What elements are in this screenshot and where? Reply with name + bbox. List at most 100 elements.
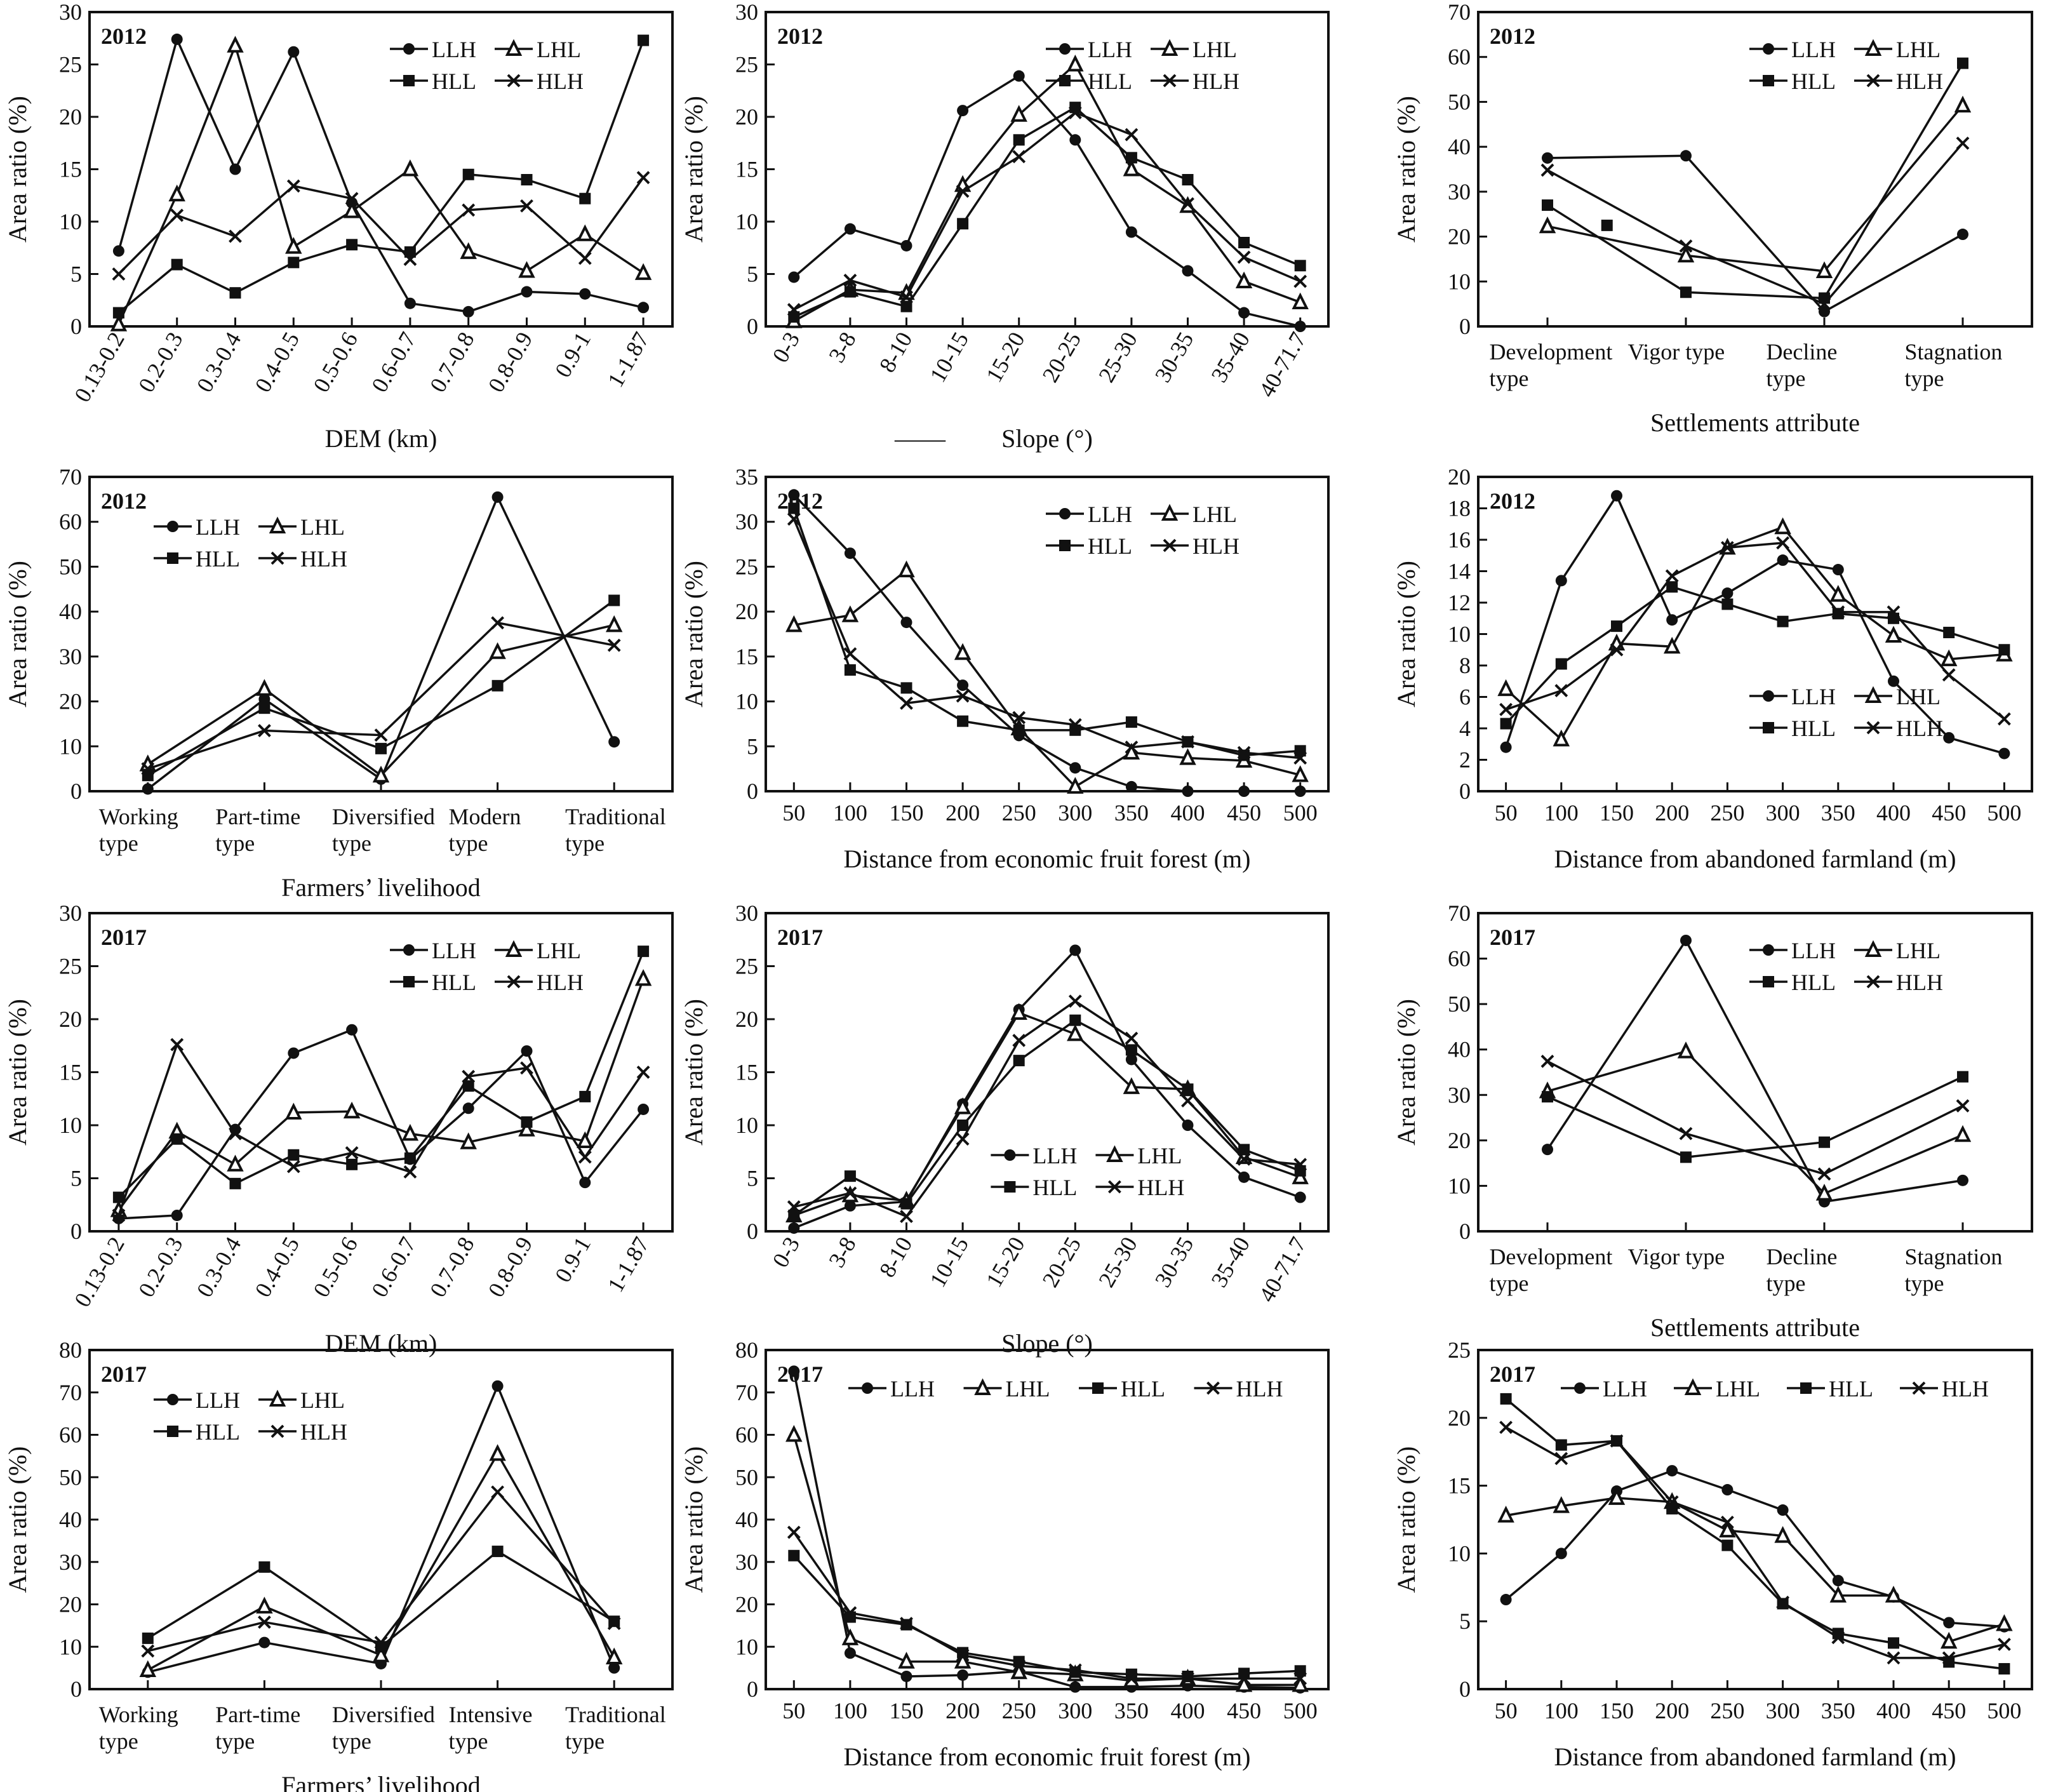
series-hlh (112, 1038, 650, 1222)
marker-circle (1069, 944, 1081, 956)
marker-square (1888, 1637, 1899, 1649)
marker-circle (1542, 1144, 1553, 1156)
y-tick-label: 70 (1448, 0, 1471, 25)
marker-triangle (1292, 292, 1309, 310)
marker-square (142, 1632, 154, 1644)
legend-label: LLH (432, 37, 476, 62)
series-line (793, 1011, 1301, 1217)
marker-triangle (1864, 940, 1882, 957)
marker-cross (1206, 1381, 1220, 1395)
marker-cross (1293, 274, 1307, 288)
legend: LLH LHL HLL HLH (153, 1387, 347, 1445)
x-axis-label: Settlements attribute (1650, 1313, 1860, 1342)
marker-triangle (954, 1652, 972, 1669)
x-tick-label: 1-1.87 (603, 1233, 654, 1297)
legend-label: HLH (537, 69, 584, 94)
marker-square (258, 1561, 271, 1573)
series-line (1547, 154, 1963, 313)
marker-square (1957, 1071, 1968, 1083)
series-line (1547, 104, 1964, 272)
legend-label: HLH (1896, 69, 1943, 94)
series-line (117, 42, 645, 325)
marker-square (462, 168, 474, 180)
marker-cross (1125, 740, 1139, 754)
x-tick-label: type (1489, 1271, 1528, 1296)
marker-cross (1887, 1651, 1901, 1665)
y-tick-label: 30 (735, 1549, 758, 1575)
y-tick-label: 40 (59, 599, 82, 624)
marker-square (112, 307, 124, 319)
marker-cross (843, 1186, 857, 1200)
x-tick-label: Part-time (215, 804, 300, 829)
marker-square (375, 742, 387, 754)
marker-cross (462, 203, 476, 217)
legend-item-hll: HLL (1787, 1376, 1873, 1401)
y-axis-label: Area ratio (%) (679, 96, 708, 243)
marker-circle (462, 1102, 474, 1114)
x-tick-label: 200 (1655, 1698, 1689, 1723)
y-tick-label: 8 (1459, 653, 1471, 678)
series-line (793, 74, 1301, 328)
marker-cross (787, 303, 801, 317)
legend-item-llh: LLH (1749, 938, 1836, 963)
legend: LLH LHL HLL HLH (1749, 684, 1943, 741)
y-tick-label: 0 (1459, 314, 1471, 339)
marker-cross (1866, 74, 1880, 88)
y-tick-label: 5 (70, 1166, 82, 1191)
marker-cross (1610, 1434, 1624, 1448)
x-tick-label: 0.3-0.4 (192, 328, 246, 396)
marker-cross (1866, 975, 1880, 989)
marker-circle (1777, 554, 1789, 566)
x-tick-label: Stagnation (1904, 1244, 2002, 1269)
marker-circle (1069, 762, 1081, 774)
y-tick-label: 20 (735, 599, 758, 624)
x-tick-label: Part-time (215, 1702, 300, 1727)
x-tick-label: type (1904, 1271, 1944, 1296)
series-hlh (787, 512, 1307, 765)
x-tick-label: type (332, 831, 371, 856)
series-line (147, 1490, 615, 1652)
x-tick-label: 300 (1058, 800, 1092, 826)
plot-frame (1477, 1349, 2033, 1690)
series-hll (142, 594, 620, 782)
marker-cross (1293, 751, 1307, 765)
x-tick-label: Decline (1766, 339, 1837, 364)
marker-triangle (954, 1097, 972, 1114)
marker-circle (1666, 614, 1678, 626)
series-line (1547, 62, 1964, 300)
x-axis-label: Slope (°) (1001, 1329, 1093, 1358)
legend-item-hlh: HLH (258, 546, 347, 572)
marker-cross (1293, 1671, 1307, 1685)
legend-label: LHL (1137, 1143, 1182, 1168)
marker-square (1998, 1662, 2010, 1675)
marker-cross (491, 616, 505, 630)
marker-square (1182, 174, 1194, 185)
marker-circle (1238, 307, 1250, 319)
marker-circle (1294, 786, 1306, 797)
x-tick-label: 450 (1932, 800, 1966, 826)
marker-cross (141, 762, 155, 776)
y-tick-label: 16 (1448, 527, 1471, 552)
marker-cross (1237, 250, 1251, 264)
marker-circle (1763, 944, 1774, 956)
x-tick-label: 250 (1002, 1698, 1036, 1723)
marker-triangle (1235, 271, 1253, 289)
legend-label: HLH (1896, 970, 1943, 995)
marker-cross (1776, 536, 1790, 550)
marker-circle (1294, 321, 1306, 332)
chart-panel-9: 0 10 20 30 40 50 60 70 Area ratio (%) Development… (1392, 900, 2033, 1342)
marker-cross (1181, 735, 1194, 749)
marker-circle (1542, 152, 1553, 164)
x-tick-label: 40-71.7 (1253, 328, 1311, 401)
marker-triangle (372, 765, 390, 783)
marker-circle (1013, 70, 1025, 82)
y-axis-label: Area ratio (%) (3, 96, 32, 243)
x-tick-label: 350 (1821, 1698, 1855, 1723)
marker-cross (787, 1525, 801, 1539)
marker-cross (403, 252, 417, 266)
marker-cross (1237, 1153, 1251, 1166)
marker-square (579, 192, 591, 204)
marker-cross (1237, 1671, 1251, 1685)
y-tick-label: 15 (735, 157, 758, 182)
x-tick-label: Traditional (565, 1702, 666, 1727)
